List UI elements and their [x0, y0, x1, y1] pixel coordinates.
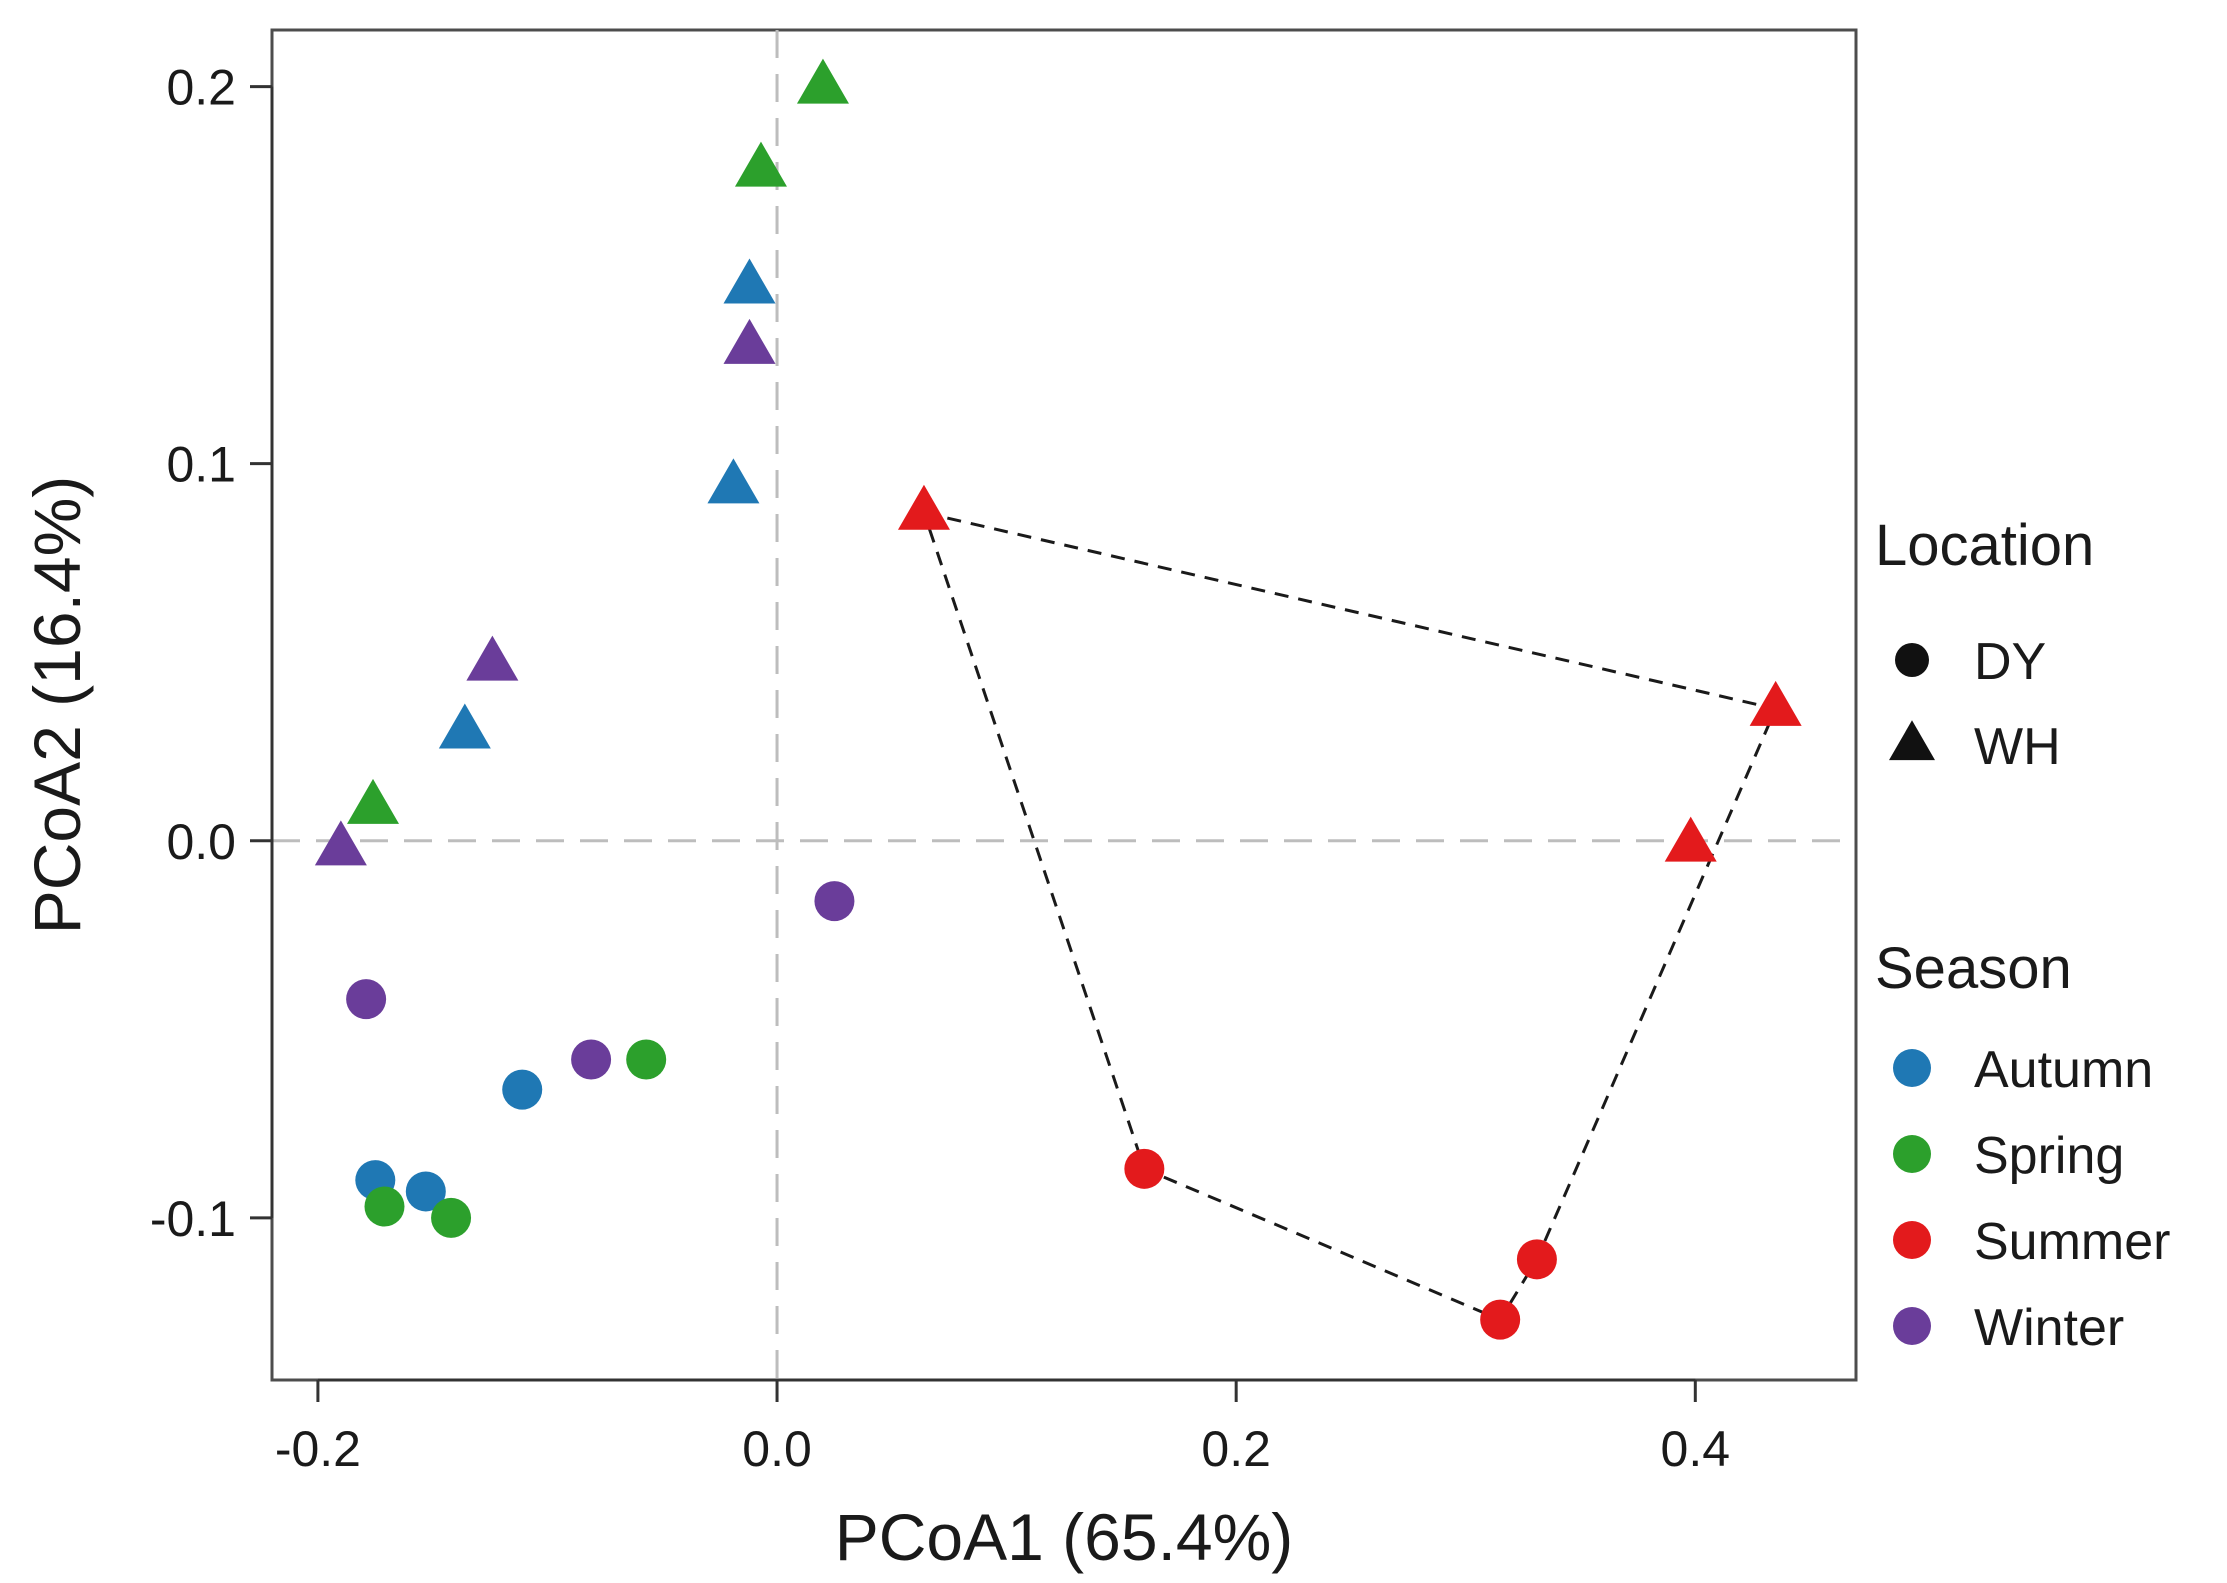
data-point-winter-wh	[723, 318, 776, 364]
data-point-autumn-dy	[502, 1069, 543, 1110]
x-axis-title: PCoA1 (65.4%)	[835, 1500, 1294, 1574]
data-point-winter-dy	[814, 881, 855, 922]
legend-season-items: Autumn Spring Summer Winter	[1893, 1041, 2170, 1357]
x-axis: -0.2 0.0 0.2 0.4	[275, 1378, 1731, 1477]
data-point-spring-dy	[431, 1197, 472, 1238]
y-axis-title: PCoA2 (16.4%)	[20, 476, 94, 935]
x-tick-label: 0.0	[742, 1421, 812, 1477]
legend-season-swatch	[1893, 1135, 1931, 1173]
legend-triangle-icon	[1889, 720, 1935, 761]
data-point-winter-dy	[571, 1039, 612, 1080]
data-point-winter-wh	[314, 820, 367, 866]
x-tick-label: -0.2	[275, 1421, 361, 1477]
legend-season-label: Spring	[1974, 1127, 2124, 1185]
data-point-autumn-wh	[707, 458, 760, 504]
data-points	[314, 58, 1802, 1340]
data-point-spring-wh	[796, 58, 849, 104]
y-tick-label: 0.1	[166, 437, 236, 493]
plot-panel	[270, 28, 1858, 1382]
y-tick-label: -0.1	[150, 1191, 236, 1247]
data-point-summer-wh	[1749, 680, 1802, 726]
legend-season-swatch	[1893, 1307, 1931, 1345]
legend-season-swatch	[1893, 1221, 1931, 1259]
legend-circle-icon	[1895, 643, 1929, 677]
data-point-spring-wh	[734, 141, 787, 187]
data-point-winter-wh	[466, 635, 519, 681]
summer-hull-outline	[921, 510, 1778, 1322]
data-point-spring-wh	[347, 778, 400, 824]
legend-season-swatch	[1893, 1049, 1931, 1087]
data-point-summer-dy	[1480, 1299, 1521, 1340]
summer-hull	[921, 510, 1778, 1322]
data-point-spring-dy	[626, 1039, 667, 1080]
data-point-autumn-wh	[438, 703, 491, 749]
legend-location-items: DY WH	[1889, 633, 2061, 776]
data-point-summer-dy	[1124, 1148, 1165, 1189]
y-tick-label: 0.2	[166, 60, 236, 116]
data-point-winter-dy	[346, 979, 387, 1020]
legend-location-label: WH	[1974, 718, 2061, 776]
legend-location-title: Location	[1875, 513, 2094, 578]
data-point-spring-dy	[364, 1186, 405, 1227]
legend-location-label: DY	[1974, 633, 2046, 691]
legend-season-label: Summer	[1974, 1213, 2170, 1271]
legend-season-label: Autumn	[1974, 1041, 2153, 1099]
legend-season-label: Winter	[1974, 1299, 2124, 1357]
reference-lines	[272, 30, 1856, 1380]
x-tick-label: 0.4	[1661, 1421, 1731, 1477]
data-point-autumn-dy	[405, 1171, 446, 1212]
y-tick-label: 0.0	[166, 814, 236, 870]
data-point-summer-dy	[1516, 1239, 1557, 1280]
data-point-summer-wh	[1664, 816, 1717, 862]
data-point-autumn-wh	[723, 258, 776, 304]
legend: Location DY WH Season Autumn Spring Summer W…	[1875, 513, 2170, 1357]
legend-season-title: Season	[1875, 936, 2072, 1001]
x-tick-label: 0.2	[1201, 1421, 1271, 1477]
data-point-summer-wh	[897, 484, 950, 530]
y-axis: -0.1 0.0 0.1 0.2	[150, 60, 274, 1247]
